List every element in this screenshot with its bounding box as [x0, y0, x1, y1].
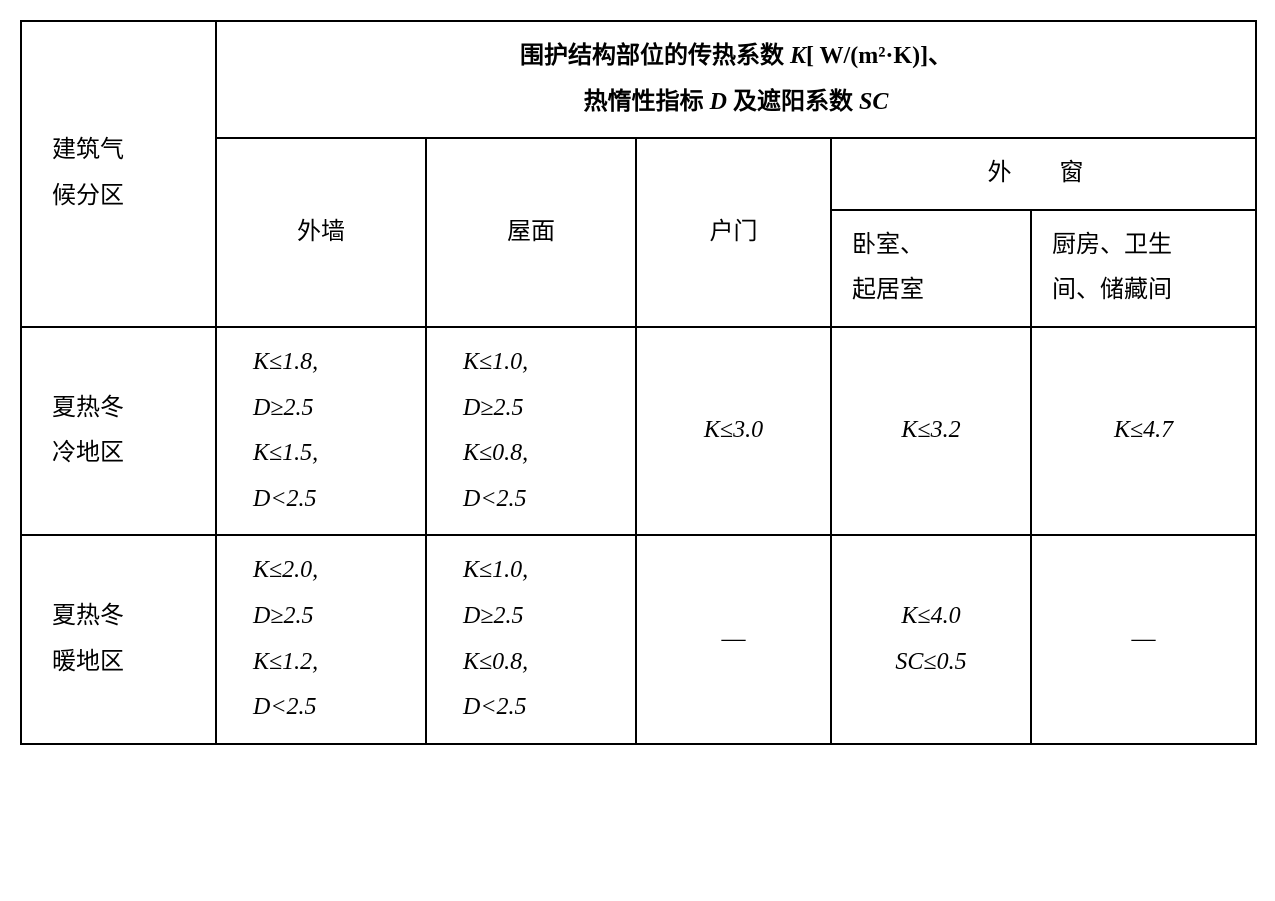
cell-roof: K≤1.0, D≥2.5 K≤0.8, D<2.5: [426, 327, 636, 535]
cell-window-bedroom: K≤3.2: [831, 327, 1031, 535]
col-door: 户门: [636, 138, 831, 327]
header-row: 建筑气候分区 围护结构部位的传热系数 K[ W/(m²·K)]、 热惰性指标 D…: [21, 21, 1256, 138]
cell-window-kitchen: K≤4.7: [1031, 327, 1256, 535]
cell-roof: K≤1.0, D≥2.5 K≤0.8, D<2.5: [426, 535, 636, 743]
thermal-design-table: 建筑气候分区 围护结构部位的传热系数 K[ W/(m²·K)]、 热惰性指标 D…: [20, 20, 1257, 745]
table-row: 夏热冬暖地区 K≤2.0, D≥2.5 K≤1.2, D<2.5 K≤1.0, …: [21, 535, 1256, 743]
cell-wall: K≤1.8, D≥2.5 K≤1.5, D<2.5: [216, 327, 426, 535]
table-row: 夏热冬冷地区 K≤1.8, D≥2.5 K≤1.5, D<2.5 K≤1.0, …: [21, 327, 1256, 535]
cell-window-kitchen: —: [1031, 535, 1256, 743]
cell-wall: K≤2.0, D≥2.5 K≤1.2, D<2.5: [216, 535, 426, 743]
col-roof: 屋面: [426, 138, 636, 327]
zone-label: 夏热冬冷地区: [21, 327, 216, 535]
col-window-bedroom: 卧室、起居室: [831, 210, 1031, 327]
col-window-kitchen: 厨房、卫生间、储藏间: [1031, 210, 1256, 327]
col-wall: 外墙: [216, 138, 426, 327]
cell-window-bedroom: K≤4.0 SC≤0.5: [831, 535, 1031, 743]
cell-door: —: [636, 535, 831, 743]
zone-label: 夏热冬暖地区: [21, 535, 216, 743]
cell-door: K≤3.0: [636, 327, 831, 535]
header-title: 围护结构部位的传热系数 K[ W/(m²·K)]、 热惰性指标 D 及遮阳系数 …: [216, 21, 1256, 138]
col-window: 外窗: [831, 138, 1256, 210]
row-header-zone: 建筑气候分区: [21, 21, 216, 327]
row-header-text: 建筑气候分区: [52, 137, 124, 209]
